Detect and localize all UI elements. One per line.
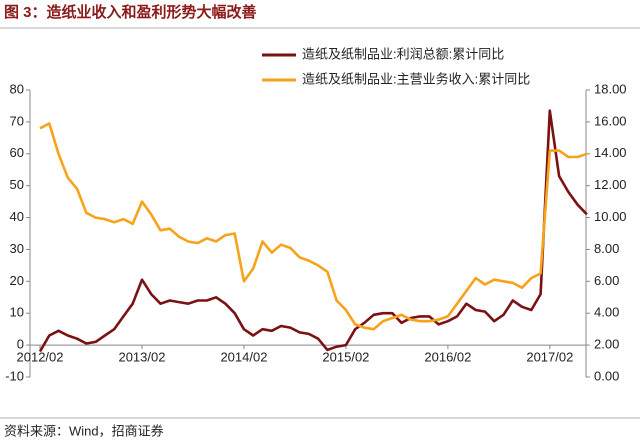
y-tick-label: 30	[10, 241, 24, 256]
source-note: 资料来源：Wind，招商证券	[4, 423, 164, 438]
y-tick-label: 20	[10, 273, 24, 288]
x-tick-label: 2016/02	[424, 350, 471, 365]
series-line	[38, 109, 588, 353]
y-tick-label: -10	[5, 368, 24, 383]
y2-tick-label: 12.00	[594, 177, 627, 192]
x-tick-label: 2013/02	[118, 350, 165, 365]
y-tick-label: 40	[10, 209, 24, 224]
y-tick-label: 0	[17, 337, 24, 352]
chart-title: 图 3：造纸业收入和盈利形势大幅改善	[4, 3, 257, 21]
x-tick-label: 2015/02	[322, 350, 369, 365]
y2-tick-label: 10.00	[594, 209, 627, 224]
y2-tick-label: 6.00	[594, 273, 619, 288]
y2-tick-label: 16.00	[594, 113, 627, 128]
x-tick-label: 2012/02	[17, 350, 64, 365]
y2-tick-label: 14.00	[594, 145, 627, 160]
y-tick-label: 50	[10, 177, 24, 192]
y2-tick-label: 18.00	[594, 81, 627, 96]
x-tick-label: 2017/02	[526, 350, 573, 365]
y-tick-label: 60	[10, 145, 24, 160]
y2-tick-label: 0.00	[594, 368, 619, 383]
series-line	[39, 122, 588, 331]
legend-label: 造纸及纸制品业:利润总额:累计同比	[302, 46, 504, 61]
y-tick-label: 80	[10, 81, 24, 96]
x-tick-label: 2014/02	[220, 350, 267, 365]
y2-tick-label: 8.00	[594, 241, 619, 256]
y-tick-label: 70	[10, 113, 24, 128]
y2-tick-label: 4.00	[594, 305, 619, 320]
y2-tick-label: 2.00	[594, 337, 619, 352]
y-tick-label: 10	[10, 305, 24, 320]
legend-label: 造纸及纸制品业:主营业务收入:累计同比	[302, 71, 530, 86]
